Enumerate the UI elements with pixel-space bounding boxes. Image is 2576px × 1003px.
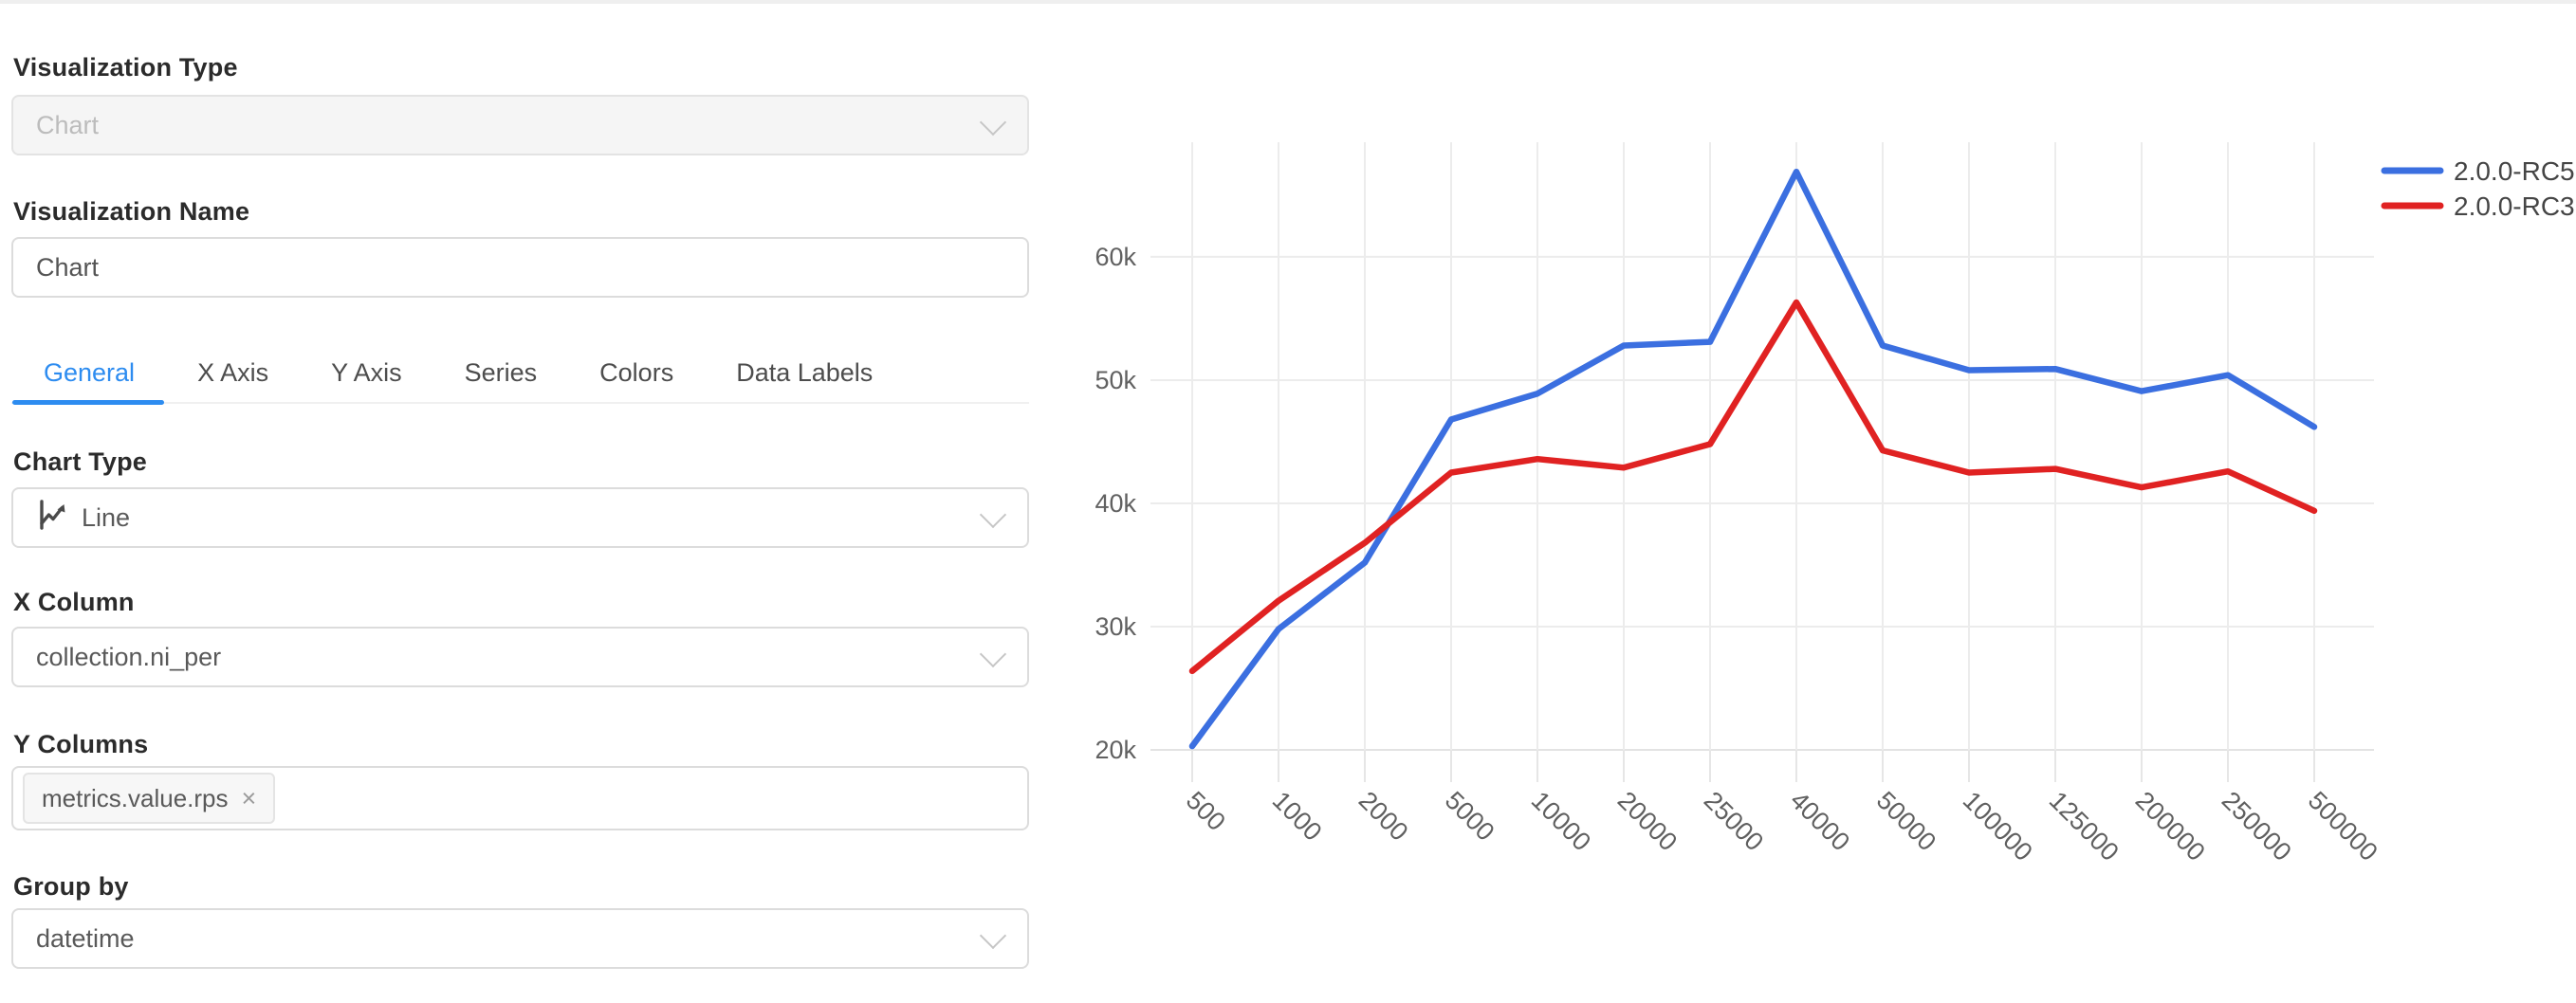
chart-type-value: Line [82, 502, 131, 532]
y-column-tag-text: metrics.value.rps [42, 783, 229, 812]
chart-type-select[interactable]: Line [11, 487, 1029, 548]
visualization-name-label: Visualization Name [13, 197, 250, 226]
x-axis-tick-label: 40000 [1785, 786, 1855, 856]
tab-y-axis[interactable]: Y Axis [331, 358, 402, 387]
group-by-value: datetime [36, 923, 135, 953]
visualization-type-select[interactable]: Chart [11, 95, 1029, 155]
x-axis-tick-label: 500 [1181, 786, 1231, 836]
tab-general[interactable]: General [44, 358, 136, 387]
group-by-label: Group by [13, 872, 129, 901]
x-axis-tick-label: 200000 [2130, 786, 2211, 866]
y-columns-select[interactable]: metrics.value.rps × [11, 766, 1029, 830]
tab-colors[interactable]: Colors [599, 358, 674, 387]
x-axis-labels: 500 1000 2000 5000 10000 20000 25000 40000 50000… [1181, 786, 2383, 866]
visualization-type-label: Visualization Type [13, 53, 238, 82]
x-axis-tick-label: 25000 [1699, 786, 1769, 856]
remove-tag-icon[interactable]: × [241, 783, 257, 812]
tabs-divider [11, 402, 1029, 404]
x-axis-tick-label: 125000 [2044, 786, 2125, 866]
y-column-tag: metrics.value.rps × [23, 773, 276, 824]
tab-data-labels[interactable]: Data Labels [736, 358, 874, 387]
x-axis-tick-label: 500000 [2303, 786, 2383, 866]
group-by-select[interactable]: datetime [11, 908, 1029, 969]
chart-legend: 2.0.0-RC5 2.0.0-RC3 [2381, 156, 2575, 221]
tab-x-axis[interactable]: X Axis [197, 358, 269, 387]
legend-item-2.0.0-RC3[interactable]: 2.0.0-RC3 [2381, 191, 2575, 221]
legend-label: 2.0.0-RC3 [2454, 191, 2575, 221]
y-axis-tick-label: 60k [1095, 243, 1136, 271]
y-axis-tick-label: 30k [1095, 612, 1136, 641]
visualization-name-value: Chart [36, 252, 100, 282]
top-divider [0, 0, 2576, 4]
chart-type-label: Chart Type [13, 447, 148, 476]
x-column-value: collection.ni_per [36, 642, 222, 671]
visualization-name-input[interactable]: Chart [11, 237, 1029, 298]
x-axis-tick-label: 100000 [1958, 786, 2038, 866]
legend-label: 2.0.0-RC5 [2454, 156, 2575, 186]
active-tab-indicator [12, 400, 164, 405]
x-column-label: X Column [13, 588, 135, 616]
x-axis-tick-label: 2000 [1353, 786, 1414, 847]
x-column-select[interactable]: collection.ni_per [11, 627, 1029, 687]
settings-tabs: General X Axis Y Axis Series Colors Data… [11, 356, 1029, 406]
y-columns-label: Y Columns [13, 730, 149, 758]
y-axis-tick-label: 50k [1095, 366, 1136, 394]
tab-series[interactable]: Series [464, 358, 538, 387]
legend-item-2.0.0-RC5[interactable]: 2.0.0-RC5 [2381, 156, 2575, 186]
visualization-type-value: Chart [36, 110, 100, 139]
series-line-2.0.0-RC5 [1188, 168, 2318, 750]
y-axis-tick-label: 20k [1095, 736, 1136, 764]
x-axis-tick-label: 250000 [2217, 786, 2297, 866]
y-axis-tick-label: 40k [1095, 489, 1136, 518]
series-line-2.0.0-RC3 [1188, 299, 2318, 675]
x-axis-tick-label: 20000 [1612, 786, 1683, 856]
y-axis-labels: 20k 30k 40k 50k 60k [1095, 243, 1136, 764]
line-chart-icon [36, 499, 68, 538]
config-panel: Visualization Type Chart Visualization N… [11, 0, 1029, 1003]
x-axis-tick-label: 5000 [1440, 786, 1500, 847]
chart-grid [1150, 142, 2374, 782]
x-axis-tick-label: 50000 [1871, 786, 1941, 856]
x-axis-tick-label: 10000 [1526, 786, 1596, 856]
x-axis-tick-label: 1000 [1267, 786, 1328, 847]
